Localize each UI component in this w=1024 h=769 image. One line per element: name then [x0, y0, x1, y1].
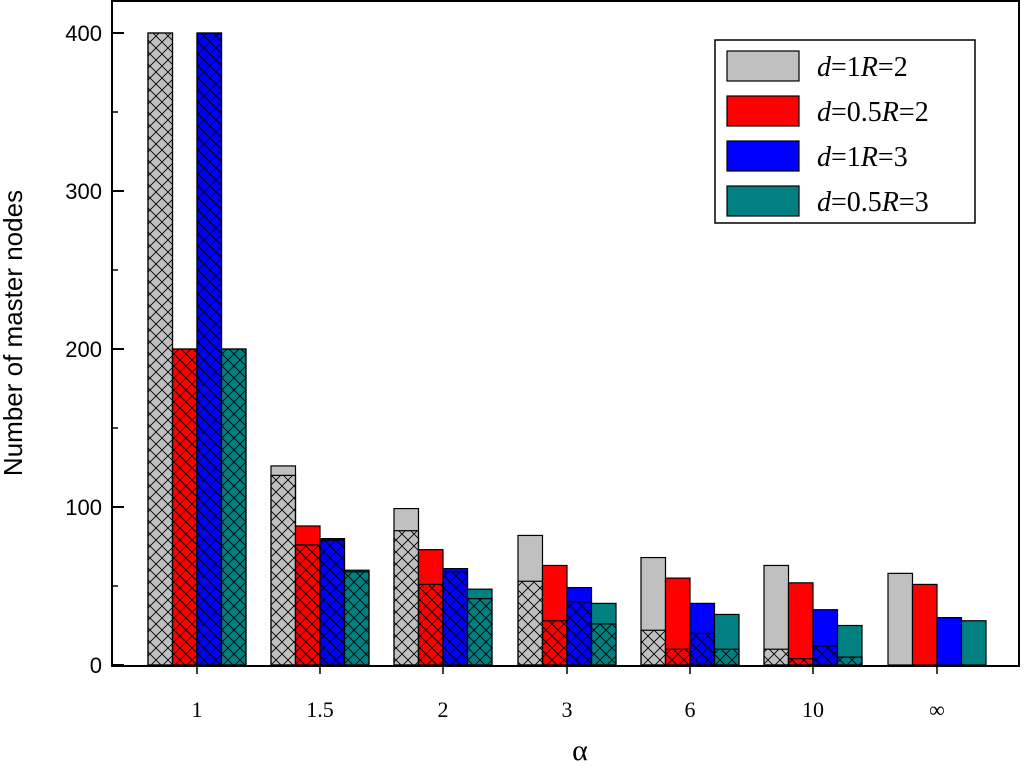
legend-label: d=0.5R=3 [817, 187, 929, 218]
bar-hatched-segment [763, 648, 790, 666]
y-tick-label: 200 [65, 337, 102, 362]
x-tick-label: ∞ [929, 697, 945, 722]
legend-label: d=1R=2 [817, 52, 908, 83]
bar-hatched-segment [220, 348, 247, 666]
y-tick-label: 300 [65, 179, 102, 204]
bar-hatched-segment [541, 620, 568, 666]
bar-hatched-segment [343, 571, 370, 666]
bar-hatched-segment [566, 601, 593, 666]
y-tick-label: 0 [90, 653, 102, 678]
y-tick-label: 100 [65, 495, 102, 520]
bar-hatched-segment [836, 656, 863, 666]
legend-swatch [726, 185, 800, 217]
x-axis-label: α [572, 734, 588, 767]
bar-hatched-segment [319, 539, 346, 666]
x-axis: 1 1.5 2 3 6 10 ∞ [192, 665, 945, 722]
x-tick-label: 3 [562, 697, 573, 722]
x-tick-label: 1.5 [306, 697, 334, 722]
legend-swatch [726, 140, 800, 172]
x-tick-label: 10 [802, 697, 824, 722]
bars-group [147, 32, 987, 666]
y-axis: 0 100 200 300 400 [65, 21, 124, 678]
plot-frame [111, 0, 1020, 667]
bar-hatched-segment [787, 658, 814, 666]
bar-hatched-segment [393, 530, 420, 666]
legend-label: d=1R=3 [817, 142, 908, 173]
bar-hatched-segment [640, 629, 667, 666]
y-axis-label: Number of master nodes [0, 190, 28, 476]
bar [911, 583, 938, 666]
x-tick-label: 6 [685, 697, 696, 722]
bar-hatched-segment [517, 580, 544, 666]
bar [936, 616, 963, 666]
bar-hatched-segment [171, 348, 198, 666]
bar-hatched-segment [812, 645, 839, 666]
bar-hatched-segment [590, 623, 617, 666]
bar-hatched-segment [294, 544, 321, 666]
bar-hatched-segment [713, 648, 740, 666]
x-tick-label: 2 [438, 697, 449, 722]
bar-hatched-segment [270, 474, 297, 666]
y-tick-label: 400 [65, 21, 102, 46]
bar-hatched-segment [147, 32, 174, 666]
x-tick-label: 1 [192, 697, 203, 722]
bar-hatched-segment [664, 648, 691, 666]
bar-hatched-segment [417, 583, 444, 666]
bar-hatched-segment [689, 632, 716, 666]
bar [960, 620, 987, 666]
bar-hatched-segment [442, 571, 469, 666]
legend: d=1R=2 d=0.5R=2 d=1R=3 d=0.5R=3 [714, 39, 976, 224]
legend-swatch [726, 95, 800, 127]
legend-label: d=0.5R=2 [817, 97, 929, 128]
bar-hatched-segment [466, 598, 493, 666]
bar [887, 572, 914, 666]
bar-hatched-segment [196, 32, 223, 666]
legend-swatch [726, 50, 800, 82]
bar [787, 582, 814, 666]
